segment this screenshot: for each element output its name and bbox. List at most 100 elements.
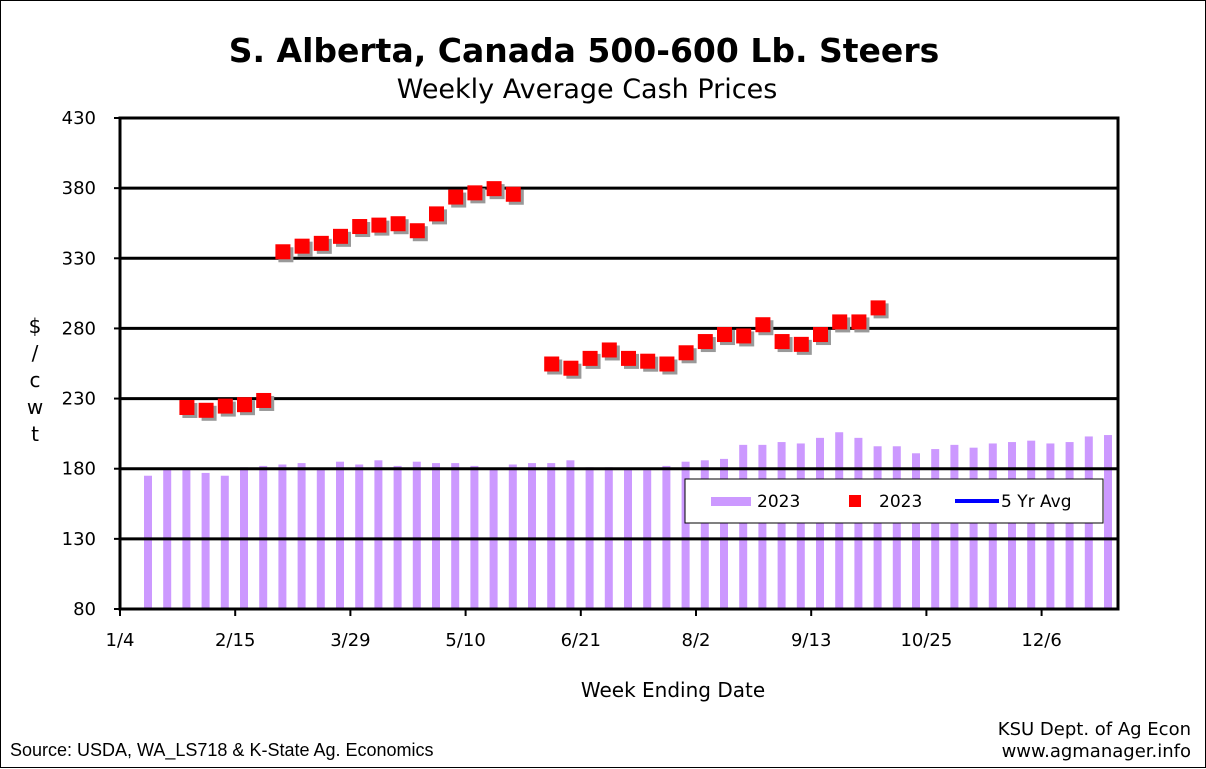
bar [336,461,344,609]
bar [297,463,306,609]
credit-block: KSU Dept. of Ag Econ www.agmanager.info [998,719,1191,763]
y-tick-label: 430 [62,108,96,129]
bar [950,444,959,609]
x-tick-label: 8/2 [682,630,711,651]
y-tick-label: 180 [62,459,96,480]
marker [371,217,387,233]
y-tick-label: 330 [62,248,96,269]
marker [601,342,617,358]
y-tick-label: 280 [62,318,96,339]
bar [201,472,210,609]
y-tick-label: 130 [62,529,96,550]
marker [429,206,444,222]
axes: 80 130 180 230 280 330 380 430 1/4 2/15 3/29 5/10 6/… [62,108,1120,651]
x-tick-label: 12/6 [1021,630,1061,651]
marker [870,300,886,316]
y-tick-label: 80 [73,599,96,620]
marker [313,235,329,251]
y-axis-label: $ / c w t [26,314,44,446]
bar [700,460,709,609]
marker [774,334,790,350]
markers-layer [179,181,889,421]
marker [697,334,713,350]
bar [681,461,690,609]
marker [294,238,310,254]
marker [659,356,675,372]
bar [1046,443,1055,609]
marker [640,353,656,369]
x-tick-label: 9/13 [791,630,831,651]
marker [505,186,521,202]
legend-marker-swatch [849,495,861,507]
marker [179,399,195,415]
bar [988,443,997,609]
credit-line-2: www.agmanager.info [1001,741,1191,762]
y-tick-label: 380 [62,178,96,199]
marker [851,314,867,330]
legend-bar-label: 2023 [757,492,800,512]
legend-box [684,478,1104,524]
bar [508,464,517,609]
marker [352,219,368,235]
marker [448,189,464,205]
marker [755,317,771,333]
marker [621,350,636,366]
marker [198,402,214,418]
marker [275,244,291,260]
legend-marker-label: 2023 [879,492,922,512]
bar [566,460,575,609]
bar [1104,435,1112,609]
marker [237,397,252,413]
bar [374,460,383,609]
marker [736,328,752,344]
marker [256,392,272,408]
bar [547,463,556,609]
bar [777,442,786,609]
bar [144,475,152,609]
bar [969,447,978,609]
gridlines [120,116,1118,541]
marker [409,223,425,239]
bar [278,464,287,609]
marker [563,360,579,376]
marker [390,216,406,232]
credit-line-1: KSU Dept. of Ag Econ [997,719,1191,740]
x-axis-label: Week Ending Date [580,678,766,702]
bar [720,458,728,609]
marker [832,314,848,330]
x-tick-label: 5/10 [445,630,485,651]
bar [412,461,421,609]
bar [432,463,440,609]
plot-border [118,116,1120,611]
marker [813,327,828,343]
bar [796,443,805,609]
x-tick-label: 6/21 [561,630,601,651]
marker [486,181,502,197]
x-tick-label: 1/4 [106,630,135,651]
marker [793,336,809,352]
bar [1027,440,1036,609]
bar [892,446,901,609]
legend: 2023 2023 5 Yr Avg [684,478,1104,524]
bar [1065,442,1074,609]
bar [873,446,882,609]
x-tick-label: 2/15 [215,630,255,651]
bar [451,463,460,609]
bar [220,475,229,609]
y-tick-label: 230 [62,389,96,410]
legend-avg-label: 5 Yr Avg [1001,492,1071,512]
source-note: Source: USDA, WA_LS718 & K-State Ag. Eco… [10,740,434,760]
marker [678,345,694,361]
chart-title: S. Alberta, Canada 500-600 Lb. Steers [228,31,940,70]
bar [1008,442,1016,609]
marker [217,398,233,414]
bar [912,453,920,609]
marker [467,185,483,201]
x-tick-label: 10/25 [900,630,952,651]
marker [544,356,560,372]
marker [717,327,732,343]
bar [355,464,364,609]
bar [528,463,536,609]
